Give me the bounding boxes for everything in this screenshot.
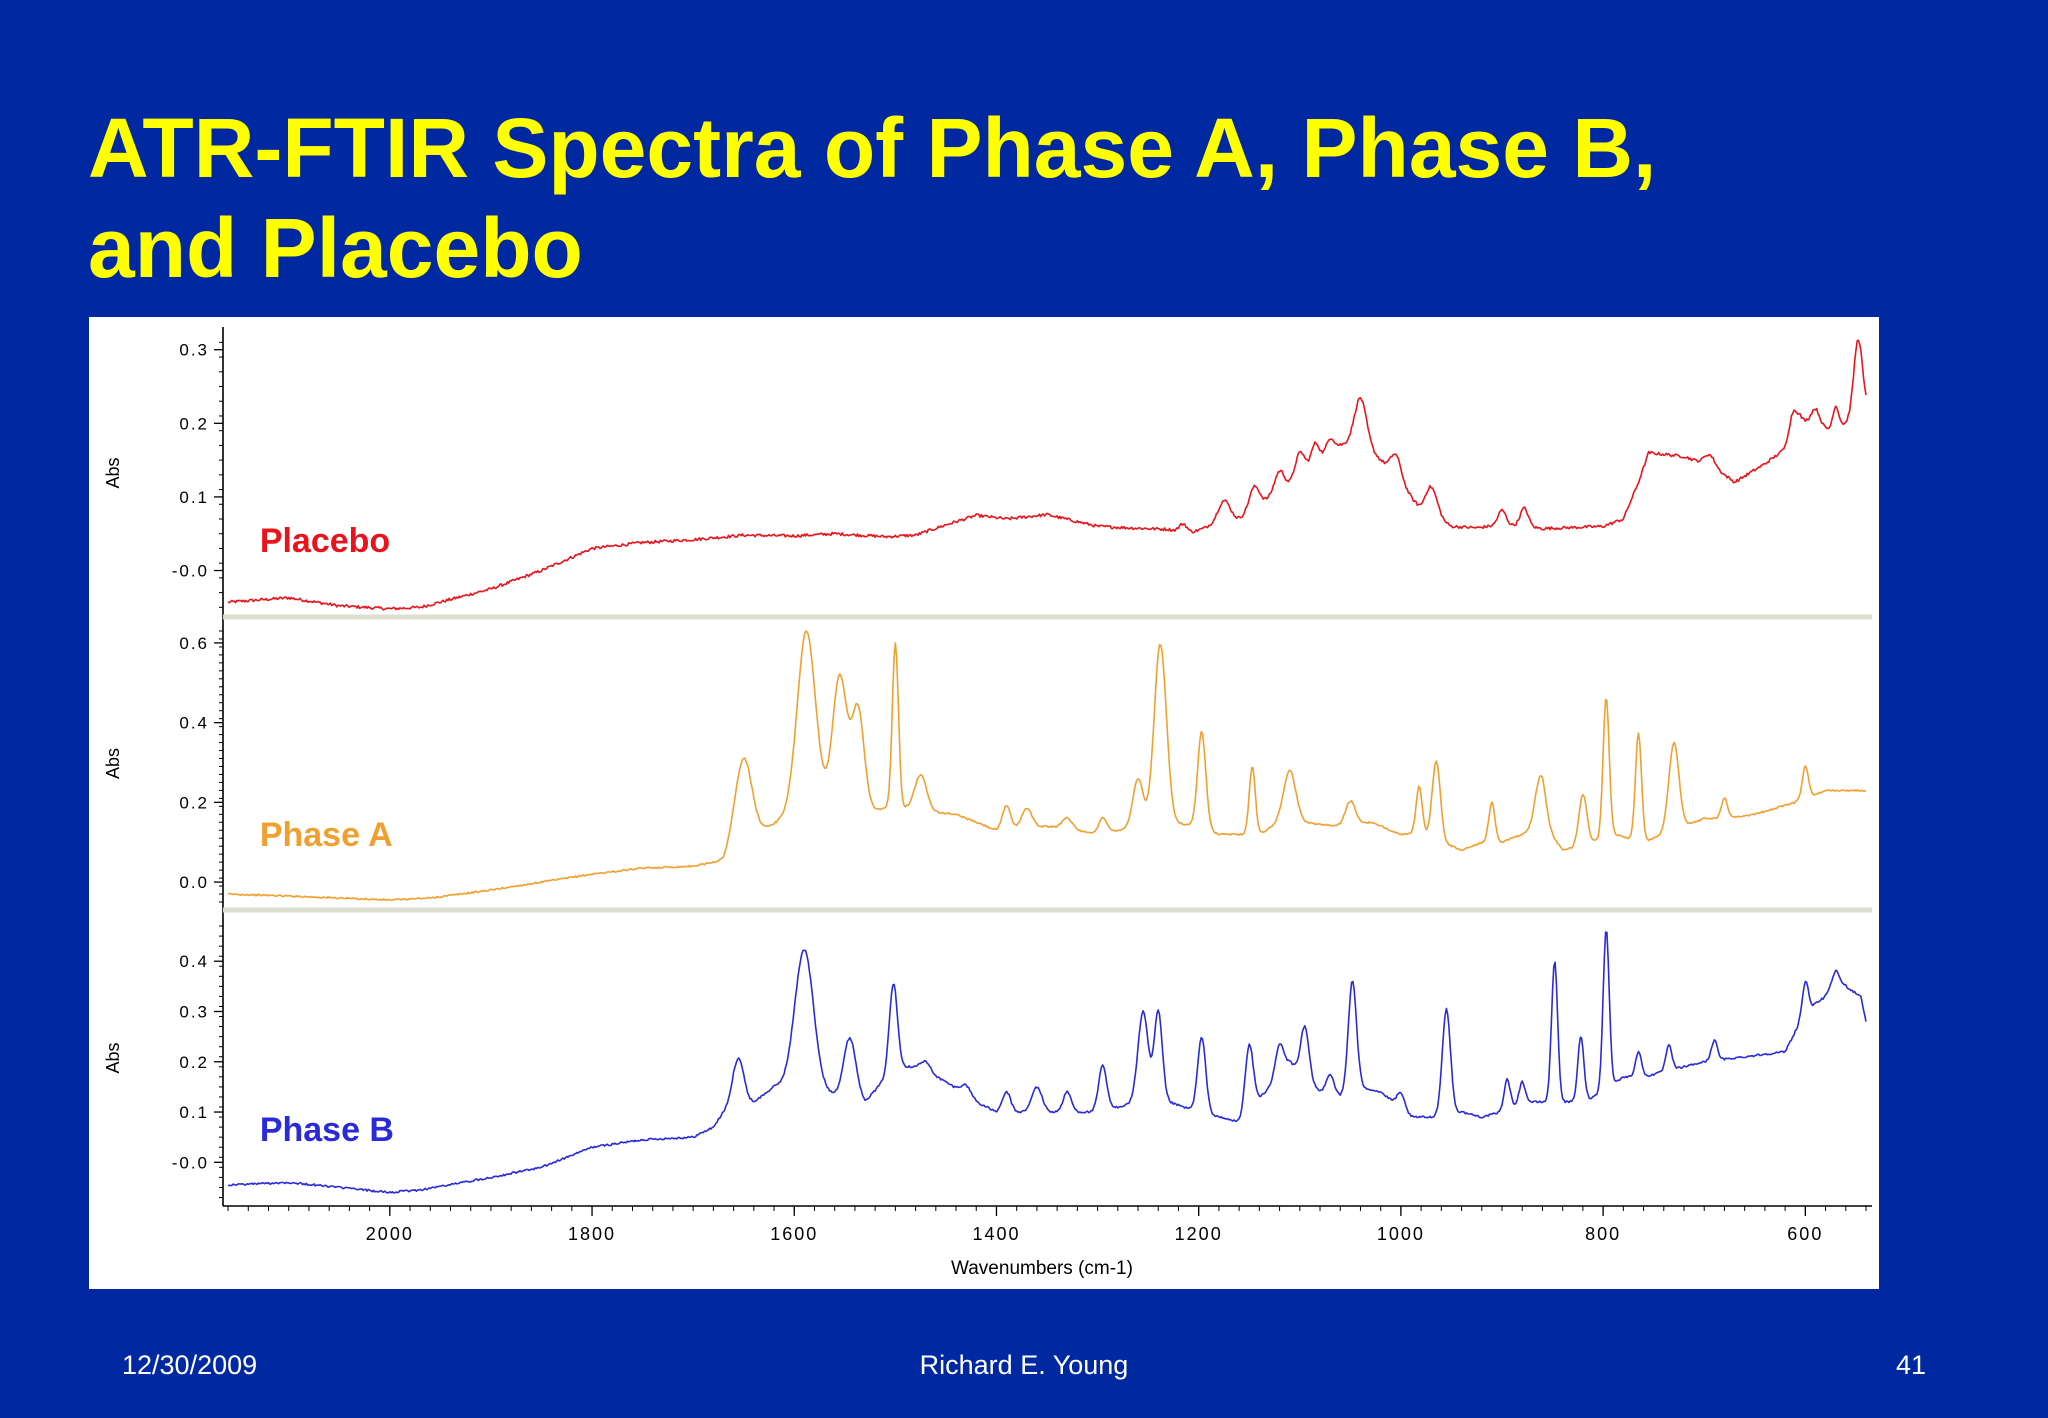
- y-axis-label: Abs: [103, 1042, 123, 1073]
- spectrum-line-1: [227, 630, 1867, 902]
- ftir-spectra-chart: 0.3 0.2 0.1 -0.0 Abs Placebo 0.6 0.4 0.2 0.0 Abs Ph…: [103, 327, 1872, 1279]
- x-tick-label: 1000: [1377, 1224, 1425, 1244]
- footer-author: Richard E. Young: [919, 1350, 1129, 1380]
- x-tick-label: 1400: [972, 1224, 1020, 1244]
- y-tick-label: 0.4: [179, 952, 209, 971]
- spectrum-line-2: [227, 931, 1867, 1194]
- y-tick-label: 0.1: [179, 488, 209, 507]
- y-axis-label: Abs: [103, 748, 123, 779]
- spectrum-line-0: [227, 339, 1867, 611]
- series-label-2: Phase B: [260, 1111, 394, 1149]
- x-tick-label: 800: [1585, 1224, 1621, 1244]
- footer-date: 12/30/2009: [122, 1350, 258, 1380]
- y-tick-label: 0.2: [179, 1053, 209, 1072]
- slide-title: ATR-FTIR Spectra of Phase A, Phase B, an…: [88, 98, 1888, 298]
- panel-1: 0.6 0.4 0.2 0.0 Abs Phase A: [103, 630, 1872, 913]
- x-tick-label: 600: [1787, 1224, 1823, 1244]
- y-tick-label: -0.0: [172, 562, 209, 581]
- y-tick-label: -0.0: [172, 1153, 209, 1172]
- y-tick-label: 0.3: [179, 1003, 209, 1022]
- y-tick-label: 0.6: [179, 634, 209, 653]
- panel-0: 0.3 0.2 0.1 -0.0 Abs Placebo: [103, 339, 1872, 620]
- x-tick-label: 2000: [366, 1224, 414, 1244]
- y-tick-label: 0.2: [179, 793, 209, 812]
- y-axis-label: Abs: [103, 457, 123, 488]
- footer-page-number: 41: [1895, 1350, 1926, 1380]
- slide-title-line-1: ATR-FTIR Spectra of Phase A, Phase B,: [88, 101, 1657, 195]
- slide-title-line-2: and Placebo: [88, 201, 583, 295]
- y-tick-label: 0.2: [179, 414, 209, 433]
- x-axis-label: Wavenumbers (cm-1): [951, 1258, 1133, 1279]
- series-label-1: Phase A: [260, 816, 393, 854]
- x-tick-label: 1800: [568, 1224, 616, 1244]
- y-tick-label: 0.4: [179, 714, 209, 733]
- x-tick-label: 1200: [1175, 1224, 1223, 1244]
- y-tick-label: 0.3: [179, 341, 209, 360]
- x-tick-label: 1600: [770, 1224, 818, 1244]
- x-axis: 2000 1800 1600 1400 1200 1000 800 600 Wavenumber…: [223, 1205, 1872, 1279]
- panel-2: 0.4 0.3 0.2 0.1 -0.0 Abs Phase B: [103, 925, 1867, 1198]
- series-label-0: Placebo: [260, 522, 390, 560]
- spectra-chart-panel: 0.3 0.2 0.1 -0.0 Abs Placebo 0.6 0.4 0.2 0.0 Abs Ph…: [89, 317, 1879, 1289]
- y-tick-label: 0.0: [179, 873, 209, 892]
- y-tick-label: 0.1: [179, 1103, 209, 1122]
